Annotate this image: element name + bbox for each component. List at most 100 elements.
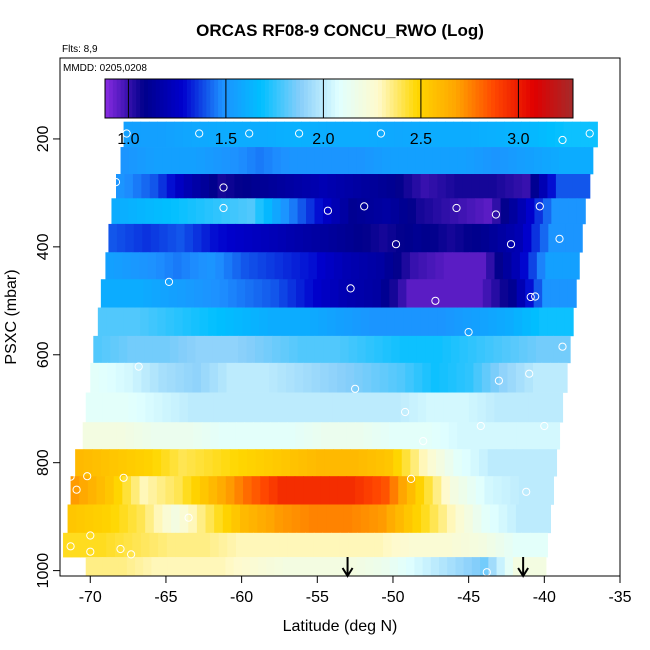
heatmap-cell bbox=[494, 392, 504, 423]
heatmap-cell bbox=[287, 422, 297, 450]
heatmap-cell bbox=[312, 422, 322, 450]
heatmap-cell bbox=[479, 449, 489, 477]
heatmap-cell bbox=[555, 174, 565, 199]
sample-point bbox=[494, 376, 503, 385]
heatmap-cell bbox=[416, 198, 426, 225]
colorbar-segment bbox=[261, 79, 266, 118]
heatmap-cell bbox=[421, 504, 431, 534]
colorbar-tick-label: 1.5 bbox=[215, 131, 237, 148]
heatmap-cell bbox=[83, 449, 93, 477]
heatmap-cell bbox=[162, 147, 172, 175]
heatmap-cell bbox=[373, 557, 383, 577]
sample-point bbox=[407, 474, 416, 483]
heatmap-cell bbox=[320, 362, 330, 393]
sample-point bbox=[83, 337, 92, 346]
heatmap-cell bbox=[166, 174, 176, 199]
heatmap-cell bbox=[280, 198, 290, 225]
heatmap-cell bbox=[315, 392, 325, 423]
colorbar-segment bbox=[198, 79, 203, 118]
heatmap-cell bbox=[471, 307, 481, 337]
heatmap-cell bbox=[123, 121, 133, 148]
heatmap-cell bbox=[132, 174, 142, 199]
colorbar-segment bbox=[206, 79, 211, 118]
heatmap-cell bbox=[439, 362, 449, 393]
heatmap-cell bbox=[542, 147, 552, 175]
heatmap-cell bbox=[541, 504, 551, 534]
heatmap-cell bbox=[266, 557, 276, 577]
heatmap-cell bbox=[534, 198, 544, 225]
heatmap-cell bbox=[167, 422, 177, 450]
heatmap-cell bbox=[149, 174, 159, 199]
heatmap-cell bbox=[186, 335, 197, 364]
heatmap-cell bbox=[162, 198, 172, 225]
colorbar-segment bbox=[155, 79, 161, 118]
heatmap-cell bbox=[350, 449, 360, 477]
heatmap-cell bbox=[170, 198, 180, 225]
heatmap-cell bbox=[186, 449, 197, 477]
heatmap-cell bbox=[221, 449, 231, 477]
colorbar-segment bbox=[225, 79, 231, 118]
heatmap-cell bbox=[496, 307, 506, 337]
heatmap-cell bbox=[331, 147, 341, 175]
heatmap-cell bbox=[228, 279, 238, 308]
heatmap-cell bbox=[226, 362, 236, 393]
heatmap-cell bbox=[183, 174, 193, 199]
heatmap-cell bbox=[418, 252, 428, 280]
colorbar-segment bbox=[151, 79, 157, 118]
heatmap-cell bbox=[403, 504, 414, 534]
heatmap-cell bbox=[386, 307, 396, 337]
heatmap-cell bbox=[153, 392, 163, 423]
heatmap-cell bbox=[341, 449, 351, 477]
heatmap-cell bbox=[209, 223, 220, 253]
heatmap-cell bbox=[165, 476, 175, 505]
heatmap-cell bbox=[85, 557, 95, 577]
heatmap-cell bbox=[235, 422, 246, 450]
heatmap-cell bbox=[204, 147, 214, 175]
heatmap-cell bbox=[212, 335, 222, 364]
heatmap-cell bbox=[292, 121, 302, 148]
heatmap-cell bbox=[426, 252, 436, 280]
heatmap-cell bbox=[272, 449, 282, 477]
heatmap-cell bbox=[331, 532, 341, 558]
heatmap-cell bbox=[446, 504, 457, 534]
heatmap-cell bbox=[529, 121, 539, 148]
heatmap-cell bbox=[559, 198, 569, 225]
heatmap-cell bbox=[331, 335, 341, 364]
heatmap-cell bbox=[485, 392, 495, 423]
heatmap-cell bbox=[332, 449, 343, 477]
colorbar-segment bbox=[381, 79, 387, 118]
heatmap-cell bbox=[117, 279, 127, 308]
heatmap-cell bbox=[298, 449, 308, 477]
heatmap-cell bbox=[576, 198, 586, 225]
colorbar-segment bbox=[362, 79, 367, 118]
colorbar-segment bbox=[467, 79, 473, 118]
heatmap-cell bbox=[519, 252, 529, 280]
heatmap-cell bbox=[340, 557, 350, 577]
heatmap-cell bbox=[389, 557, 399, 577]
heatmap-cell bbox=[153, 198, 163, 225]
heatmap-cell bbox=[459, 335, 469, 364]
heatmap-cell bbox=[200, 362, 211, 393]
colorbar-segment bbox=[229, 79, 235, 118]
heatmap-cell bbox=[204, 392, 215, 423]
heatmap-cell bbox=[109, 449, 119, 477]
heatmap-cell bbox=[365, 335, 375, 364]
heatmap-cell bbox=[236, 279, 246, 308]
heatmap-cell bbox=[247, 392, 257, 423]
heatmap-cell bbox=[452, 532, 462, 558]
heatmap-cell bbox=[500, 198, 510, 225]
heatmap-cell bbox=[175, 362, 185, 393]
colorbar-segment bbox=[549, 79, 554, 118]
colorbar-segment bbox=[331, 79, 336, 118]
heatmap-cell bbox=[126, 279, 136, 308]
heatmap-cell bbox=[217, 174, 227, 199]
heatmap-cell bbox=[175, 174, 185, 199]
heatmap-cell bbox=[199, 121, 209, 148]
colorbar-segment bbox=[565, 79, 570, 118]
heatmap-cell bbox=[149, 532, 159, 558]
heatmap-cell bbox=[162, 392, 172, 423]
heatmap-cell bbox=[411, 307, 421, 337]
heatmap-cell bbox=[208, 557, 218, 577]
colorbar-segment bbox=[171, 79, 176, 118]
heatmap-cell bbox=[290, 392, 300, 423]
